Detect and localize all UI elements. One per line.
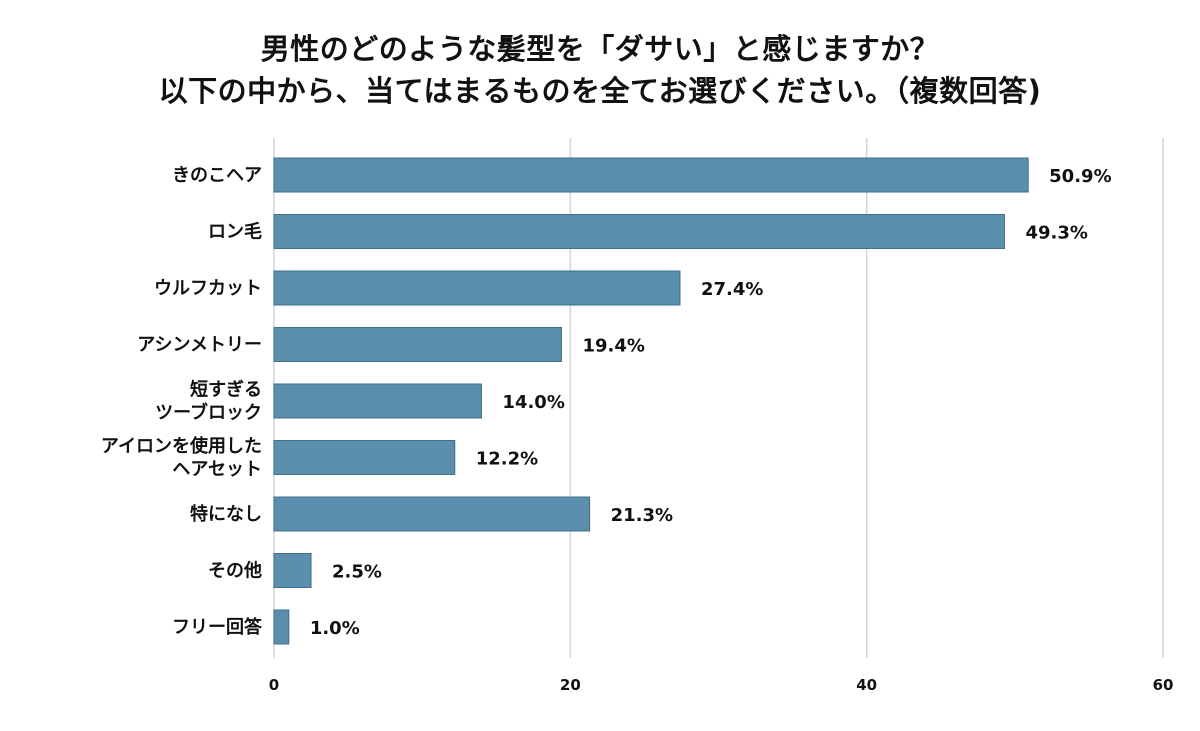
bar — [273, 496, 591, 532]
chart-title-line-2: 以下の中から、当てはまるものを全てお選びください。（複数回答) — [158, 74, 1042, 108]
category-label: アイロンを使用したヘアセット — [101, 436, 262, 480]
bar — [273, 383, 482, 419]
category-label: その他 — [208, 560, 262, 582]
bar — [273, 214, 1005, 249]
data-label: 27.4% — [701, 279, 763, 300]
category-label-line: アシンメトリー — [137, 335, 262, 356]
bar — [273, 553, 312, 588]
category-label: ウルフカット — [154, 278, 262, 299]
value-labels: 50.9% 49.3% 27.4% 19.4% 14.0% 12.2% 21.3% 2.5% 1… — [310, 166, 1112, 639]
category-label-line: フリー回答 — [172, 616, 263, 638]
category-label-line: 短すぎる — [190, 379, 262, 401]
category-label-line: アイロンを使用した — [101, 436, 262, 457]
x-tick-label: 60 — [1153, 676, 1174, 694]
chart-title: 男性のどのような髪型を「ダサい」と感じますか？ 以下の中から、当てはまるものを全… — [0, 28, 1200, 112]
data-label: 49.3% — [1025, 223, 1087, 244]
category-label: ロン毛 — [208, 221, 262, 243]
data-label: 2.5% — [332, 562, 382, 583]
category-label-line: ウルフカット — [154, 278, 262, 299]
bars — [273, 157, 1029, 645]
data-label: 1.0% — [310, 618, 360, 639]
category-label: フリー回答 — [172, 616, 263, 638]
data-label: 12.2% — [476, 449, 538, 470]
bar — [273, 440, 456, 475]
category-label-line: その他 — [208, 560, 262, 582]
bar — [273, 270, 681, 306]
data-label: 50.9% — [1049, 166, 1111, 187]
x-axis-ticks: 0 20 40 60 — [269, 676, 1174, 694]
category-label: 特になし — [190, 503, 262, 525]
category-label-line: ロン毛 — [208, 221, 262, 243]
x-tick-label: 20 — [560, 676, 581, 694]
category-label-line: きのこヘア — [172, 165, 262, 186]
category-label: きのこヘア — [172, 165, 262, 186]
category-label-line: ヘアセット — [172, 459, 262, 480]
category-label: 短すぎるツーブロック — [155, 379, 262, 424]
x-tick-label: 0 — [269, 676, 279, 694]
data-label: 19.4% — [582, 336, 644, 357]
data-label: 14.0% — [502, 392, 564, 413]
data-label: 21.3% — [611, 505, 673, 526]
category-labels: きのこヘアロン毛ウルフカットアシンメトリー短すぎるツーブロックアイロンを使用した… — [101, 165, 263, 638]
chart-title-line-1: 男性のどのような髪型を「ダサい」と感じますか？ — [260, 32, 940, 66]
bar — [273, 609, 290, 645]
category-label-line: 特になし — [190, 503, 262, 525]
x-tick-label: 40 — [856, 676, 877, 694]
bar — [273, 327, 562, 362]
category-label: アシンメトリー — [137, 335, 262, 356]
category-label-line: ツーブロック — [155, 402, 262, 424]
bar — [273, 157, 1029, 193]
